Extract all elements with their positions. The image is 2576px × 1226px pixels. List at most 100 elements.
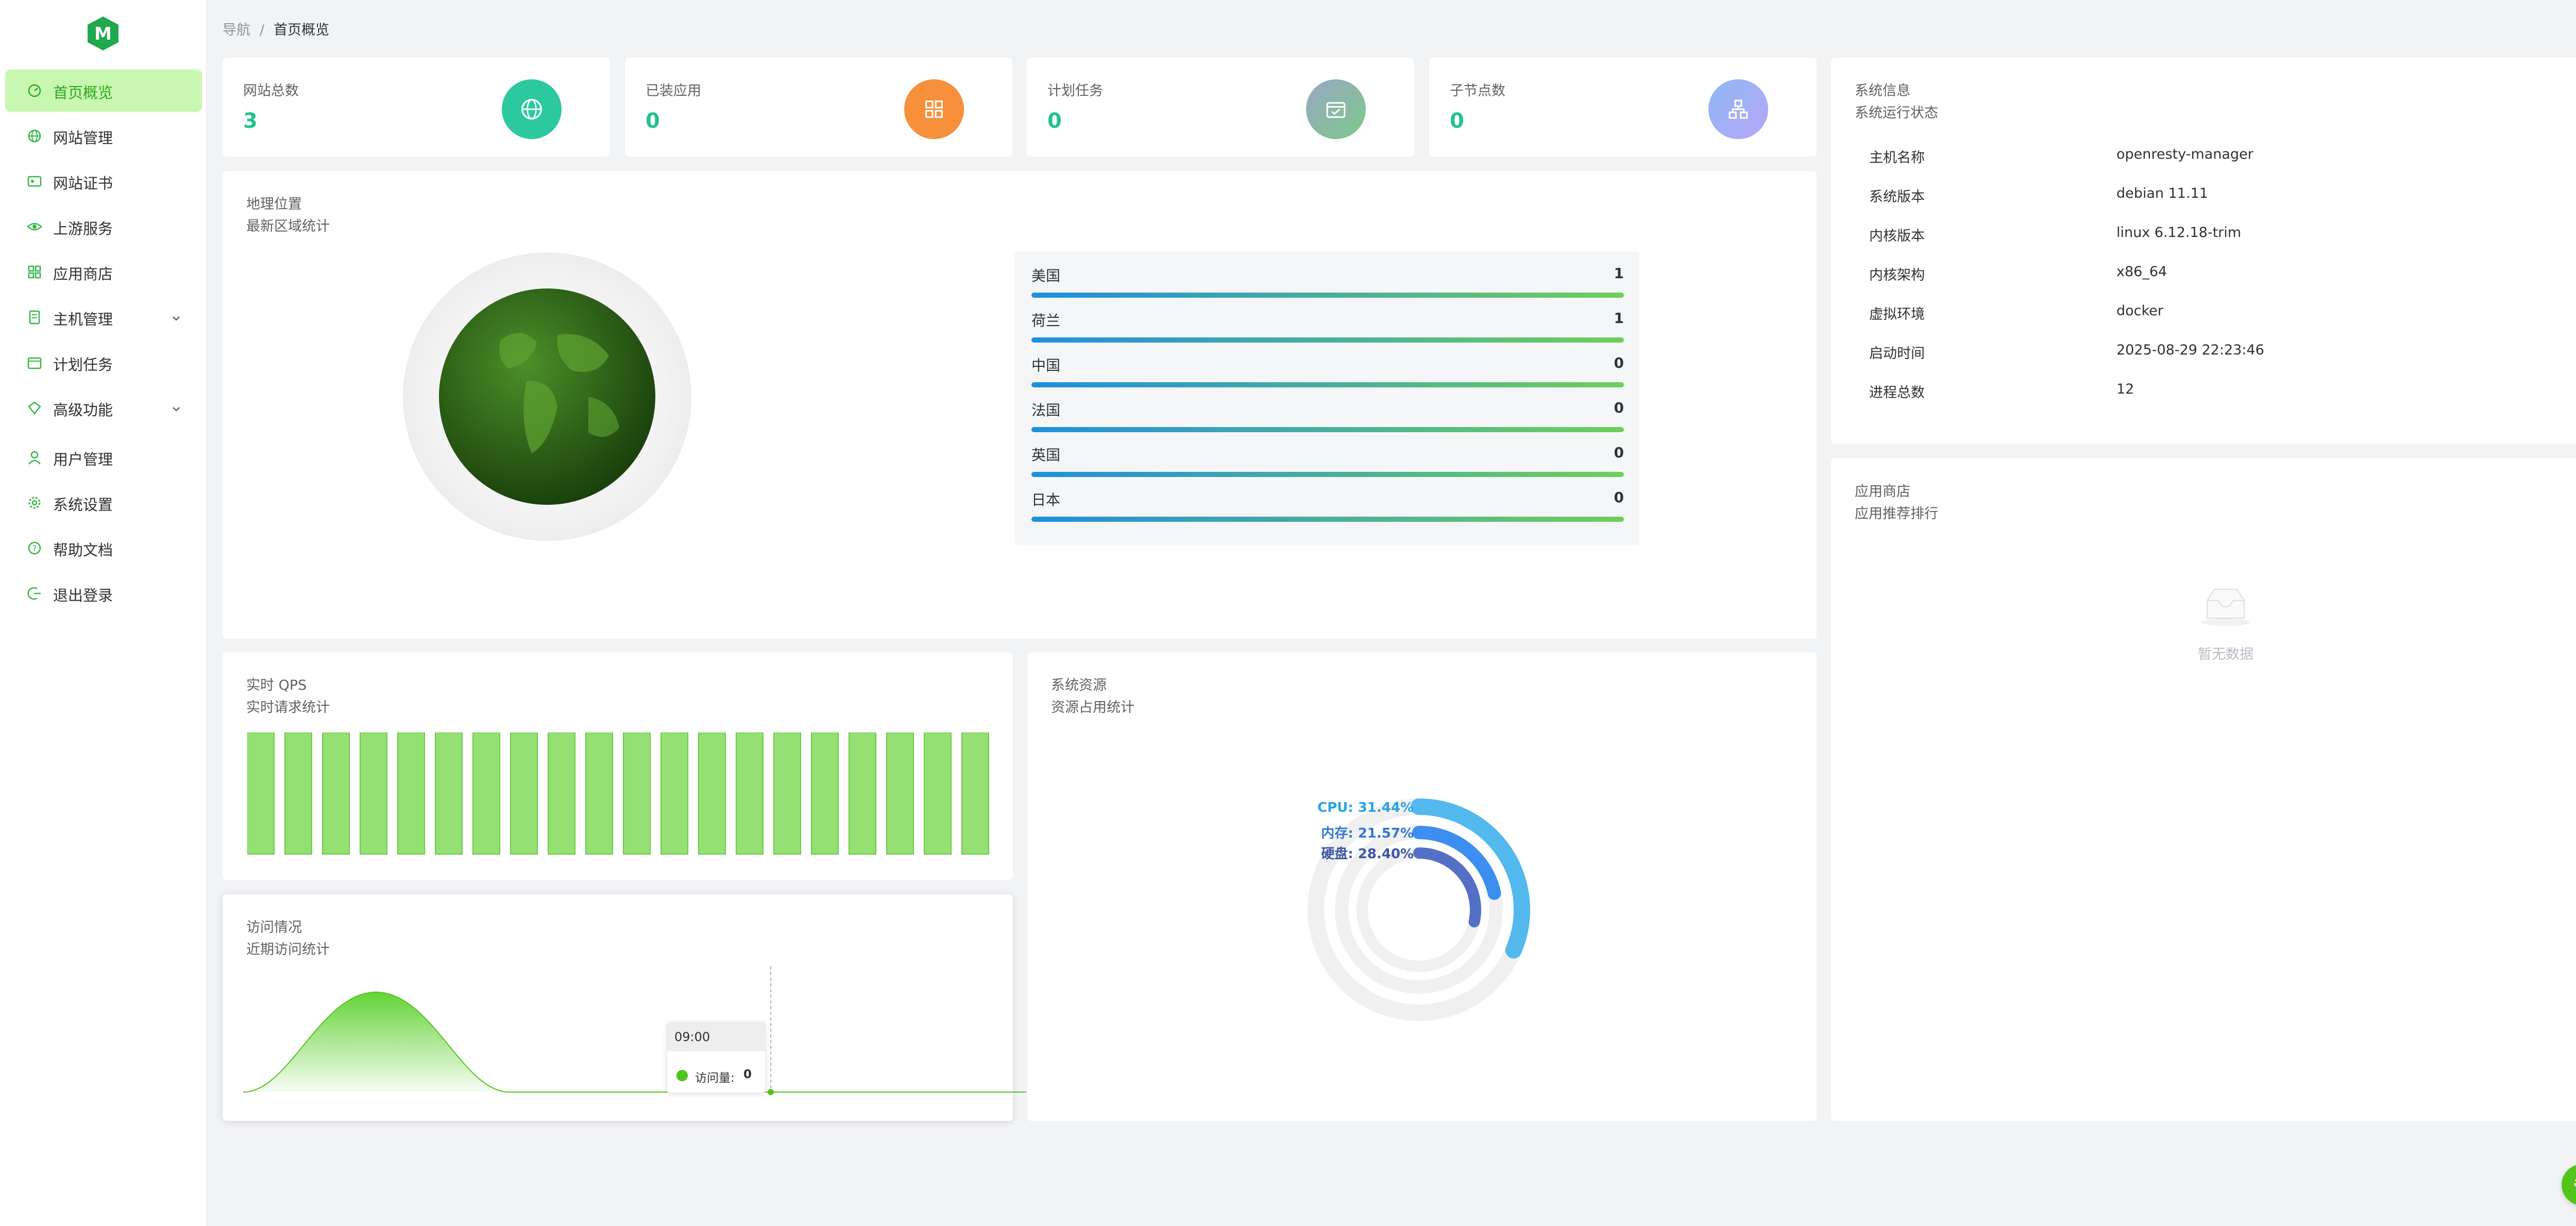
stat-label: 计划任务 bbox=[1047, 83, 1103, 99]
help-icon: ? bbox=[27, 540, 42, 556]
sidebar-item-settings[interactable]: 系统设置 bbox=[5, 482, 202, 524]
system-info-card: 系统信息 系统运行状态 主机名称 openresty-manager 系统版本 de… bbox=[1831, 58, 2576, 444]
sidebar-item-label: 主机管理 bbox=[53, 311, 113, 328]
visits-area bbox=[243, 992, 1026, 1092]
qps-bar bbox=[284, 733, 312, 855]
app-logo[interactable]: M bbox=[87, 15, 120, 52]
empty-text: 暂无数据 bbox=[2198, 646, 2253, 662]
gauge-arc bbox=[1413, 847, 1481, 928]
qps-bar bbox=[510, 733, 538, 855]
visits-title: 访问情况 bbox=[246, 919, 302, 935]
sidebar-item-label: 高级功能 bbox=[53, 401, 113, 419]
tooltip-header: 09:00 bbox=[667, 1023, 765, 1051]
visits-subtitle: 近期访问统计 bbox=[246, 942, 330, 958]
stat-label: 网站总数 bbox=[243, 83, 299, 99]
system-title: 系统信息 bbox=[1855, 83, 1910, 99]
resources-title: 系统资源 bbox=[1051, 677, 1107, 693]
sidebar-item-label: 首页概览 bbox=[53, 84, 113, 101]
qps-bar bbox=[435, 733, 463, 855]
gear-icon bbox=[27, 495, 42, 510]
sidebar-item-websites[interactable]: 网站管理 bbox=[5, 115, 202, 157]
sidebar-item-users[interactable]: 用户管理 bbox=[5, 436, 202, 479]
qps-title: 实时 QPS bbox=[246, 677, 307, 693]
geo-bar bbox=[1031, 382, 1624, 387]
sidebar: M 首页概览 网站管理 网站证书 上游服务 应用商店 主机管理 bbox=[0, 0, 207, 1226]
qps-bar bbox=[585, 733, 613, 855]
settings-fab-button[interactable] bbox=[2562, 1164, 2576, 1205]
gauge-arc bbox=[1411, 798, 1530, 959]
sidebar-item-app-store[interactable]: 应用商店 bbox=[5, 251, 202, 293]
globe-icon bbox=[403, 252, 691, 541]
geo-bar bbox=[1031, 472, 1624, 477]
qps-bar bbox=[360, 733, 387, 855]
gauge-arc bbox=[1412, 826, 1501, 900]
gear-icon bbox=[2572, 1173, 2576, 1196]
diamond-icon bbox=[27, 400, 42, 416]
sidebar-item-help[interactable]: ? 帮助文档 bbox=[5, 527, 202, 569]
stat-card-websites: 网站总数 3 bbox=[223, 58, 610, 157]
qps-bar bbox=[698, 733, 726, 855]
geo-bar bbox=[1031, 517, 1624, 522]
sidebar-item-label: 应用商店 bbox=[53, 265, 113, 283]
app-store-title: 应用商店 bbox=[1855, 484, 1910, 500]
geo-list: 美国 1 荷兰 1 中国 0 法国 0 英国 0 日本 0 bbox=[1015, 251, 1639, 545]
server-icon bbox=[27, 310, 42, 325]
qps-card: 实时 QPS 实时请求统计 bbox=[223, 652, 1013, 880]
globe-icon bbox=[27, 128, 42, 144]
sidebar-item-logout[interactable]: 退出登录 bbox=[5, 572, 202, 615]
sidebar-item-label: 用户管理 bbox=[53, 451, 113, 468]
geo-count: 1 bbox=[1614, 310, 1624, 327]
series-dot-icon bbox=[676, 1070, 688, 1081]
breadcrumb: 导航 / 首页概览 bbox=[223, 19, 329, 39]
geo-country: 日本 bbox=[1031, 491, 1061, 508]
system-key: 内核版本 bbox=[1869, 228, 1925, 244]
qps-bar bbox=[322, 733, 350, 855]
sidebar-item-certificates[interactable]: 网站证书 bbox=[5, 160, 202, 202]
gauge-label: CPU: 31.44% bbox=[1317, 800, 1414, 815]
geo-title: 地理位置 bbox=[246, 196, 302, 212]
qps-chart bbox=[247, 733, 989, 855]
system-value: linux 6.12.18-trim bbox=[2116, 225, 2242, 241]
qps-bar bbox=[773, 733, 801, 855]
app-store-subtitle: 应用推荐排行 bbox=[1855, 506, 1938, 522]
stat-value: 3 bbox=[243, 109, 258, 133]
geo-count: 0 bbox=[1614, 489, 1624, 506]
empty-inbox-icon bbox=[2200, 585, 2251, 626]
stat-value: 0 bbox=[1047, 109, 1062, 133]
sidebar-item-dashboard[interactable]: 首页概览 bbox=[5, 70, 202, 112]
sidebar-item-advanced[interactable]: 高级功能 bbox=[5, 387, 202, 429]
qps-bar bbox=[961, 733, 989, 855]
system-value: 2025-08-29 22:23:46 bbox=[2116, 342, 2264, 358]
breadcrumb-root[interactable]: 导航 bbox=[223, 22, 250, 38]
qps-bar bbox=[472, 733, 500, 855]
sidebar-item-hosts[interactable]: 主机管理 bbox=[5, 296, 202, 338]
geo-country: 中国 bbox=[1031, 357, 1061, 374]
sidebar-item-tasks[interactable]: 计划任务 bbox=[5, 342, 202, 384]
system-key: 主机名称 bbox=[1869, 150, 1925, 166]
sidebar-item-label: 帮助文档 bbox=[53, 541, 113, 559]
svg-text:?: ? bbox=[32, 543, 37, 553]
qps-bar bbox=[924, 733, 952, 855]
sidebar-item-label: 系统设置 bbox=[53, 496, 113, 514]
sidebar-item-label: 网站证书 bbox=[53, 175, 113, 192]
calendar-icon bbox=[1306, 79, 1366, 139]
stat-label: 已装应用 bbox=[646, 83, 701, 99]
system-key: 虚拟环境 bbox=[1869, 306, 1925, 322]
qps-bar bbox=[397, 733, 425, 855]
geo-count: 0 bbox=[1614, 444, 1624, 461]
sidebar-item-upstream[interactable]: 上游服务 bbox=[5, 206, 202, 248]
system-value: x86_64 bbox=[2116, 264, 2167, 280]
sidebar-item-label: 退出登录 bbox=[53, 587, 113, 604]
system-key: 内核架构 bbox=[1869, 267, 1925, 283]
geo-country: 荷兰 bbox=[1031, 312, 1061, 329]
geo-country: 英国 bbox=[1031, 447, 1061, 464]
visits-line bbox=[243, 991, 1026, 1093]
tooltip-series: 访问量: bbox=[695, 1071, 735, 1085]
geo-bar bbox=[1031, 293, 1624, 298]
visits-point bbox=[768, 1089, 774, 1095]
chart-tooltip: 09:00 访问量: 0 bbox=[667, 1022, 766, 1093]
geo-bar bbox=[1031, 427, 1624, 432]
system-subtitle: 系统运行状态 bbox=[1855, 105, 1938, 121]
stat-label: 子节点数 bbox=[1450, 83, 1505, 99]
calendar-icon bbox=[27, 355, 42, 370]
